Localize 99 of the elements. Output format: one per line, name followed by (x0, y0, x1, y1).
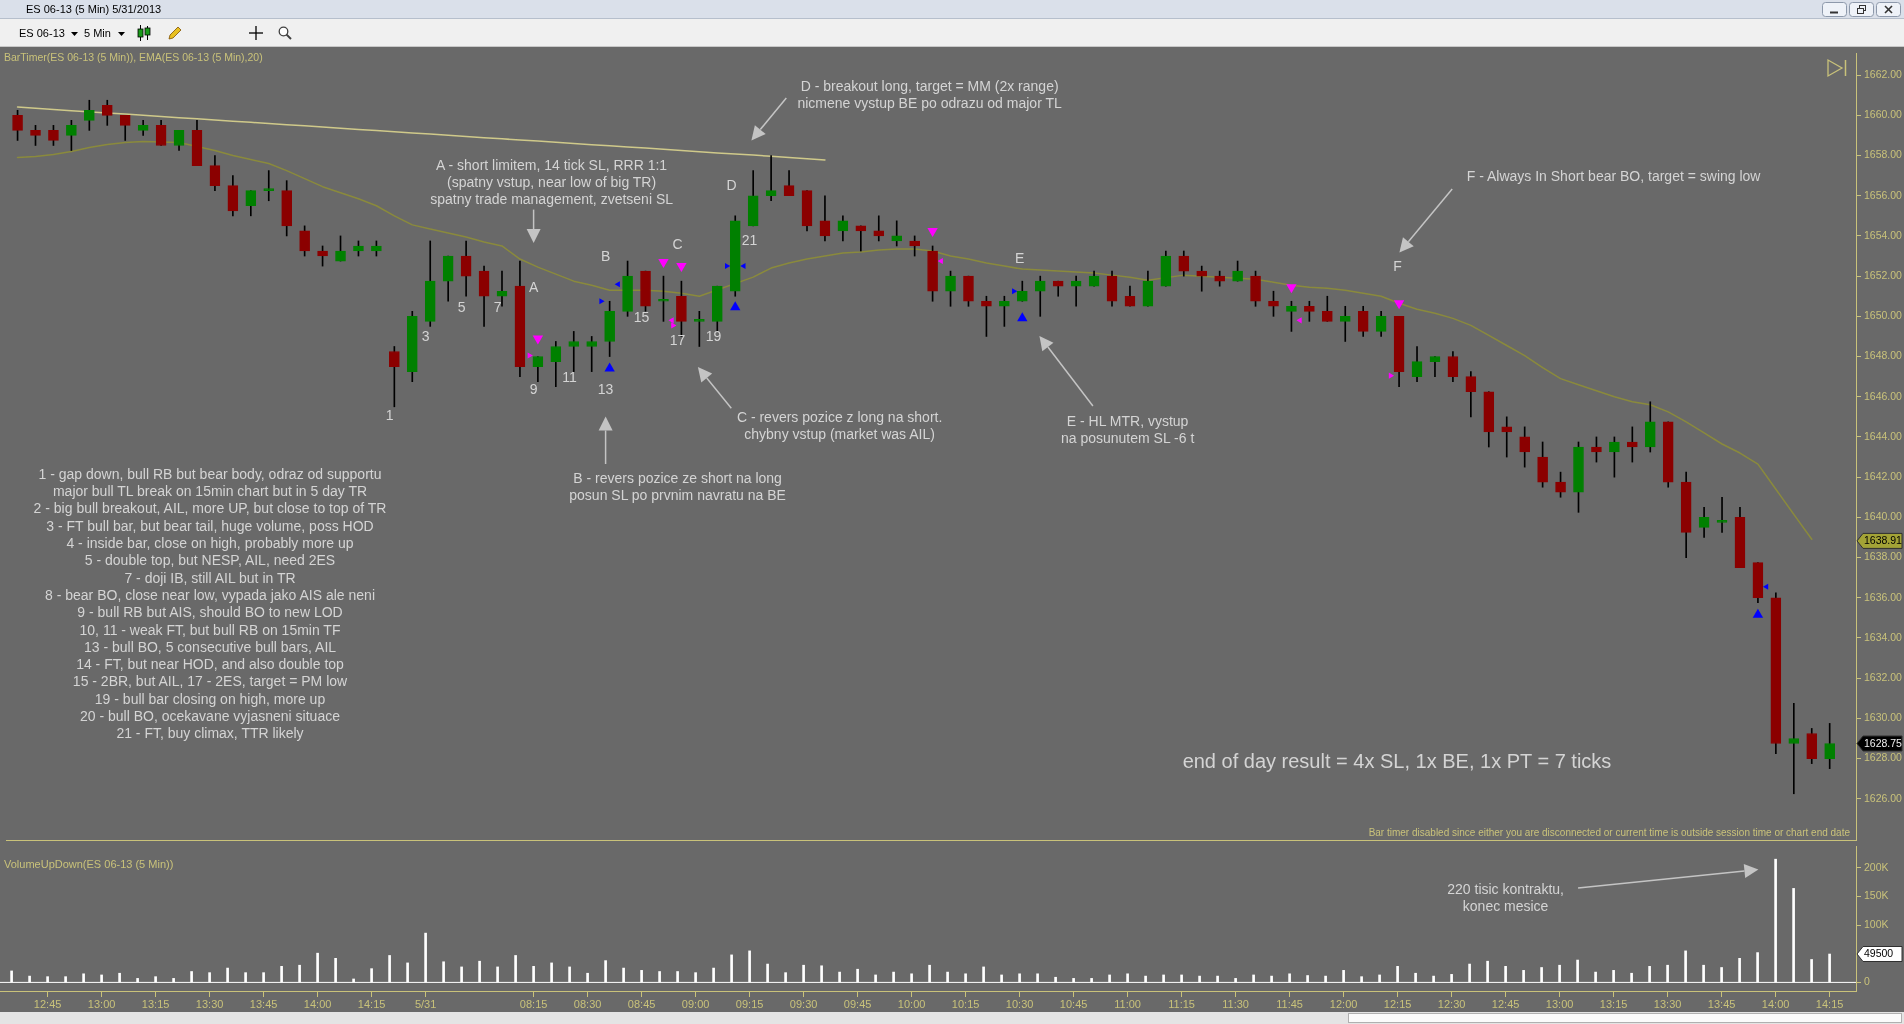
x-tick-label: 11:00 (1114, 997, 1141, 1010)
candlestick (568, 331, 580, 372)
annotation: D - breakout long, target = MM (2x range) nicmene vystup BE po odrazu od major TL (797, 78, 1062, 112)
x-tick-label: 10:30 (1005, 997, 1034, 1010)
y-tick-label: 0 (1864, 975, 1870, 988)
candlestick (1339, 305, 1351, 342)
x-tick-label: 11:15 (1168, 997, 1195, 1010)
y-tick-label: 1646.00 (1864, 389, 1903, 402)
candlestick (263, 170, 275, 202)
y-tick-label: 1638.00 (1864, 550, 1903, 563)
y-tick-label: 100K (1864, 917, 1889, 930)
x-tick-label: 5/31 (414, 997, 437, 1010)
annotation: C - revers pozice z long na short. chybny vstup (market was AIL) (736, 409, 943, 443)
annotation: BarTimer(ES 06-13 (5 Min)), EMA(ES 06-13 (5 Min),20) (4, 50, 263, 63)
x-tick-label: 13:45 (249, 997, 278, 1010)
y-tick-label: 1652.00 (1864, 269, 1903, 282)
annotation: VolumeUpDown(ES 06-13 (5 Min)) (4, 858, 174, 871)
annotation: 7 (493, 299, 502, 316)
text: 1 - gap down, bull RB but bear body, odraz od supportu major bull TL break on 15min chart but in 5 day TR 2 - big bull breakout, AIL, more UP, but close to top of TR 3 - FT bull bar, but bear tail, huge volume, poss HOD 4 - inside bar, close on high, probably more up 5 - double top, but NESP, AIL, need 2ES 7 - doji IB, still AIL but in TR 8 - bear BO, close near low, vypada jako AIS ale neni 9 - bull RB but AIS, should BO to new LOD 10, 11 - weak FT, but bull RB on 15min TF 13 - bull BO, 5 consecutive bull bars, AIL 14 - FT, but near HOD, and also double top 15 - 2BR, but AIL, 17 - 2ES, target = PM low 19 - bull bar closing on high, more up 20 - bull BO, ocekavane vyjasneni situace 21 - FT, buy climax, TTR likely (33, 465, 387, 742)
annotation: 5 (457, 299, 466, 316)
text: 5 Min (84, 27, 111, 40)
annotation: 13 (597, 380, 614, 397)
annotation: 21 (741, 231, 758, 248)
y-tick-label: 1636.00 (1864, 590, 1903, 603)
y-tick-label: 1626.00 (1864, 791, 1903, 804)
x-tick-label: 13:30 (195, 997, 224, 1010)
x-tick-label: 09:45 (843, 997, 872, 1010)
y-tick-label: 200K (1864, 860, 1889, 873)
annotation: F (1393, 258, 1402, 275)
x-tick-label: 13:00 (1545, 997, 1574, 1010)
x-tick-label: 13:45 (1707, 997, 1736, 1010)
x-tick-label: 12:30 (1437, 997, 1466, 1010)
annotation: F - Always In Short bear BO, target = swing low (1466, 167, 1762, 184)
annotation: 11 (562, 368, 578, 385)
x-tick-label: 14:00 (1761, 997, 1790, 1010)
y-tick-label: 1644.00 (1864, 429, 1903, 442)
x-tick-label: 08:15 (519, 997, 548, 1010)
x-tick-label: 13:00 (87, 997, 116, 1010)
candlestick (586, 336, 598, 372)
annotation: 220 tisic kontraktu, konec mesice (1447, 880, 1564, 914)
text: 49500 (1864, 947, 1894, 960)
x-tick-label: 09:15 (735, 997, 764, 1010)
y-tick-label: 1630.00 (1864, 711, 1903, 724)
annotation: 17 (669, 331, 686, 348)
candlestick (765, 155, 777, 202)
y-tick-label: 1632.00 (1864, 671, 1903, 684)
x-tick-label: 10:15 (951, 997, 980, 1010)
annotation: B (600, 248, 611, 265)
annotation: 15 (633, 309, 650, 326)
y-tick-label: 1634.00 (1864, 630, 1903, 643)
x-tick-label: 14:00 (303, 997, 332, 1010)
annotation: B - revers pozice ze short na long posun SL po prvnim navratu na BE (569, 470, 786, 504)
y-tick-label: 1660.00 (1864, 108, 1903, 121)
x-tick-label: 13:15 (1599, 997, 1628, 1010)
candlestick (1788, 702, 1800, 795)
y-tick-label: 150K (1864, 889, 1889, 902)
x-tick-label: 11:45 (1276, 997, 1303, 1010)
x-tick-label: 13:30 (1653, 997, 1682, 1010)
x-tick-label: 11:30 (1222, 997, 1249, 1010)
candlestick (1070, 275, 1082, 307)
y-tick-label: 1628.00 (1864, 751, 1903, 764)
x-tick-label: 14:15 (1815, 997, 1844, 1010)
y-tick-label: 1650.00 (1864, 309, 1903, 322)
y-tick-label: 1662.00 (1864, 68, 1903, 80)
x-tick-label: 10:00 (897, 997, 926, 1010)
annotation: D (726, 176, 737, 193)
x-tick-label: 09:30 (789, 997, 818, 1010)
annotation: E (1014, 250, 1025, 267)
annotation: C (672, 235, 683, 252)
text: 1628.75 (1864, 736, 1902, 749)
annotation: Bar timer disabled since either you are disconnected or current time is outside session time or chart end date (1368, 826, 1851, 838)
annotation: A (528, 278, 539, 295)
x-tick-label: 08:45 (627, 997, 656, 1010)
y-tick-label: 1658.00 (1864, 148, 1903, 161)
y-tick-label: 1640.00 (1864, 510, 1903, 523)
annotation: A - short limitem, 14 tick SL, RRR 1:1 (spatny vstup, near low of big TR) spatny trade management, zvetseni SL (430, 156, 674, 207)
annotation: 3 (421, 327, 430, 344)
y-tick-label: 1642.00 (1864, 470, 1903, 483)
y-tick-label: 1656.00 (1864, 188, 1903, 201)
x-tick-label: 12:45 (33, 997, 62, 1010)
chart-title: ES 06-13 (5 Min) 5/31/2013 (26, 2, 162, 16)
annotation: 9 (529, 380, 538, 397)
annotation: E - HL MTR, vystup na posunutem SL -6 t (1060, 413, 1195, 447)
x-tick-label: 10:45 (1059, 997, 1088, 1010)
annotation: end of day result = 4x SL, 1x BE, 1x PT = 7 ticks (1182, 749, 1612, 772)
text: 1638.91 (1864, 534, 1903, 547)
x-tick-label: 12:15 (1383, 997, 1412, 1010)
x-tick-label: 12:45 (1491, 997, 1520, 1010)
annotation: 1 (385, 407, 394, 424)
x-tick-label: 12:00 (1329, 997, 1358, 1010)
x-tick-label: 08:30 (573, 997, 602, 1010)
candlestick (1716, 496, 1728, 533)
annotation: 19 (705, 327, 722, 344)
y-tick-label: 1654.00 (1864, 228, 1903, 241)
x-tick-label: 13:15 (141, 997, 170, 1010)
x-tick-label: 09:00 (681, 997, 710, 1010)
text: ES 06-13 (19, 27, 65, 40)
y-tick-label: 1648.00 (1864, 349, 1903, 362)
x-tick-label: 14:15 (357, 997, 386, 1010)
